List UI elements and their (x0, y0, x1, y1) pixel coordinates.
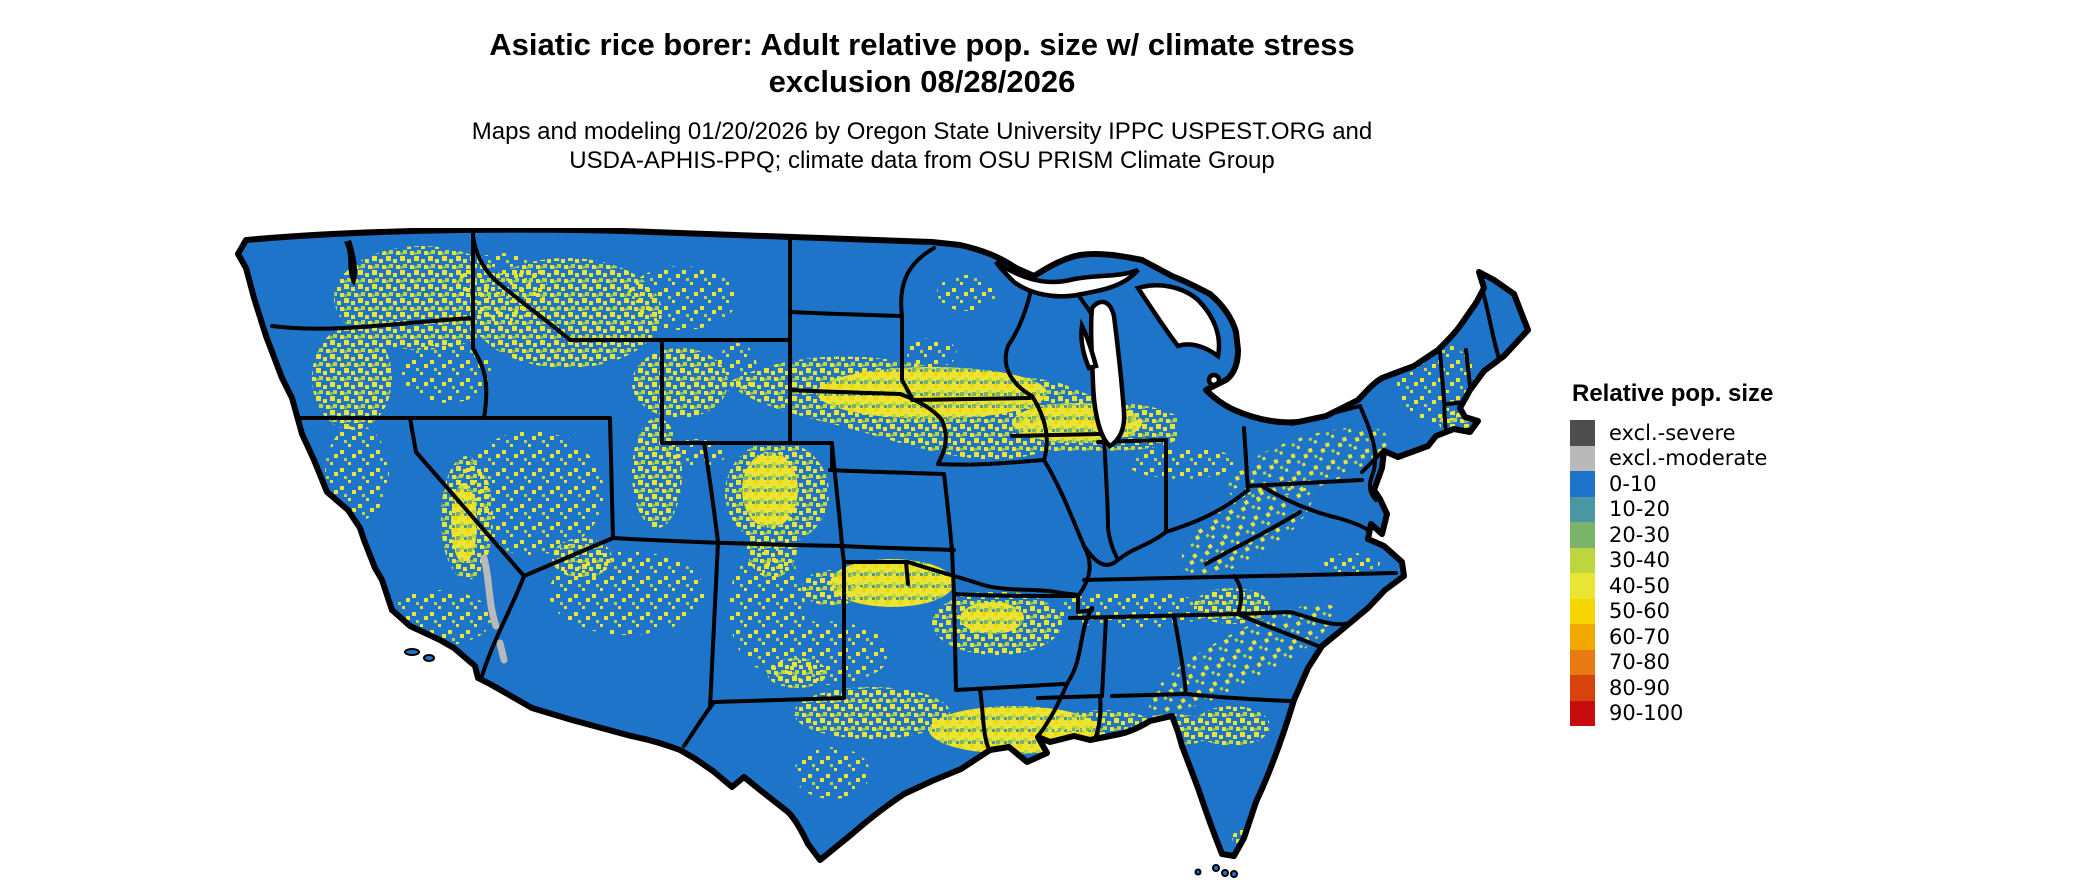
exclusion-moderate-marks (480, 554, 508, 664)
lake-michigan (1088, 299, 1127, 449)
legend-title: Relative pop. size (1572, 380, 1774, 407)
legend-swatch (1570, 675, 1595, 701)
legend-item-label: 50-60 (1609, 599, 1671, 624)
map-legend: Relative pop. size excl.-severe excl.-mod… (1570, 380, 1773, 726)
legend-item: excl.-severe (1570, 420, 1773, 446)
legend-item: 60-70 (1570, 624, 1773, 650)
legend-item-label: 70-80 (1609, 650, 1671, 675)
page-subtitle: Maps and modeling 01/20/2026 by Oregon S… (262, 117, 1582, 175)
page-subtitle-line2: USDA-APHIS-PPQ; climate data from OSU PR… (569, 147, 1275, 174)
legend-swatch (1570, 445, 1595, 471)
legend-items: excl.-severe excl.-moderate 0-10 10-20 20-30… (1570, 420, 1773, 726)
legend-swatch (1570, 700, 1595, 726)
legend-item: 50-60 (1570, 598, 1773, 624)
legend-item: 0-10 (1570, 471, 1773, 497)
legend-item-label: 0-10 (1609, 471, 1657, 496)
great-lakes (994, 260, 1222, 449)
legend-item: excl.-moderate (1570, 445, 1773, 471)
legend-item: 90-100 (1570, 700, 1773, 726)
page-title-line2: exclusion 08/28/2026 (768, 64, 1076, 99)
legend-item-label: 10-20 (1609, 497, 1671, 522)
legend-swatch (1570, 496, 1595, 522)
legend-item-label: excl.-severe (1609, 420, 1736, 445)
legend-swatch (1570, 649, 1595, 675)
legend-item: 20-30 (1570, 522, 1773, 548)
legend-item-label: 80-90 (1609, 675, 1671, 700)
chart-header: Asiatic rice borer: Adult relative pop. … (262, 26, 1582, 175)
legend-swatch (1570, 573, 1595, 599)
state-borders (266, 232, 1502, 754)
legend-swatch (1570, 624, 1595, 650)
legend-item-label: 20-30 (1609, 522, 1671, 547)
page-subtitle-line1: Maps and modeling 01/20/2026 by Oregon S… (471, 118, 1373, 145)
legend-item-label: excl.-moderate (1609, 446, 1768, 471)
florida-keys (1194, 864, 1238, 878)
legend-item: 80-90 (1570, 675, 1773, 701)
legend-item-label: 60-70 (1609, 624, 1671, 649)
lake-huron (1134, 283, 1222, 360)
legend-item: 40-50 (1570, 573, 1773, 599)
us-map-svg (235, 228, 1531, 878)
puget-sound (344, 240, 358, 286)
legend-item: 30-40 (1570, 547, 1773, 573)
population-overlay (312, 246, 1495, 847)
legend-swatch (1570, 547, 1595, 573)
legend-swatch (1570, 522, 1595, 548)
channel-islands (404, 648, 435, 662)
legend-swatch (1570, 471, 1595, 497)
page-title-line1: Asiatic rice borer: Adult relative pop. … (489, 27, 1355, 62)
legend-item-label: 30-40 (1609, 548, 1671, 573)
legend-swatch (1570, 598, 1595, 624)
green-bay (1079, 318, 1099, 371)
legend-swatch (1570, 420, 1595, 446)
legend-item-label: 40-50 (1609, 573, 1671, 598)
us-population-map (232, 228, 1534, 882)
legend-item: 70-80 (1570, 649, 1773, 675)
legend-item: 10-20 (1570, 496, 1773, 522)
lake-superior (994, 260, 1140, 299)
us-outline (235, 228, 1531, 863)
legend-item-label: 90-100 (1609, 701, 1684, 726)
